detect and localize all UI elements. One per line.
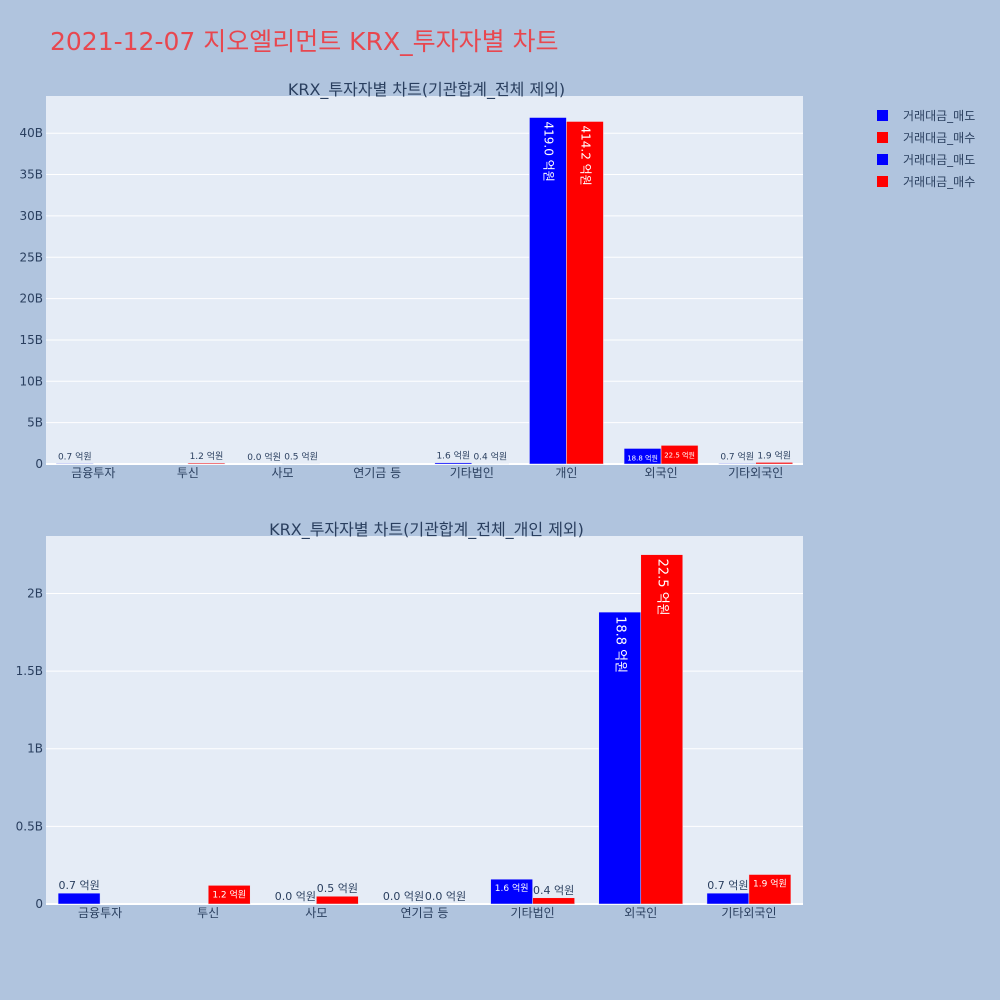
data-label: 414.2 억원 bbox=[578, 125, 592, 185]
bar bbox=[640, 554, 684, 905]
y-tick-label: 10B bbox=[19, 374, 43, 388]
chart-title: KRX_투자자별 차트(기관합계_전체 제외) bbox=[288, 80, 565, 100]
bar bbox=[56, 463, 94, 465]
data-label: 0.5 억원 bbox=[284, 451, 318, 463]
y-tick-label: 0 bbox=[35, 897, 43, 911]
x-tick-label: 기타법인 bbox=[450, 466, 494, 480]
y-tick-label: 0 bbox=[35, 457, 43, 471]
bar bbox=[529, 117, 567, 465]
x-tick-label: 외국인 bbox=[624, 906, 657, 920]
data-label: 0.4 억원 bbox=[533, 884, 574, 897]
bar bbox=[490, 878, 533, 905]
bar bbox=[207, 885, 251, 905]
chart-2: KRX_투자자별 차트(기관합계_전체_개인 제외) 0 0.5B 1B 1.5B 2B 금… bbox=[16, 520, 803, 920]
y-tick-label: 25B bbox=[19, 250, 43, 264]
x-tick-label: 투신 bbox=[177, 466, 199, 480]
data-label: 18.8 억원 bbox=[612, 616, 627, 673]
data-label: 0.0 억원 bbox=[383, 890, 424, 903]
bar bbox=[187, 462, 226, 465]
chart-title: KRX_투자자별 차트(기관합계_전체_개인 제외) bbox=[269, 520, 584, 540]
chart-1: KRX_투자자별 차트(기관합계_전체 제외) 0 5B 10B 15B 20B 25B 30… bbox=[19, 80, 803, 480]
legend-label: 거래대금_매수 bbox=[903, 131, 975, 145]
data-label: 0.0 억원 bbox=[247, 451, 281, 463]
x-tick-label: 기타외국인 bbox=[728, 466, 783, 480]
data-label: 1.9 억원 bbox=[757, 449, 791, 461]
legend-swatch bbox=[877, 110, 888, 121]
x-tick-label: 기타법인 bbox=[511, 906, 555, 920]
data-label: 0.5 억원 bbox=[317, 882, 358, 895]
y-tick-label: 40B bbox=[19, 126, 43, 140]
data-label: 0.7 억원 bbox=[707, 879, 748, 892]
x-tick-label: 투신 bbox=[197, 906, 219, 920]
y-tick-label: 1.5B bbox=[16, 664, 43, 678]
y-tick-label: 35B bbox=[19, 168, 43, 182]
data-label: 1.2 억원 bbox=[190, 450, 224, 462]
data-label: 18.8 억원 bbox=[627, 453, 658, 462]
data-label: 1.2 억원 bbox=[212, 888, 246, 900]
data-label: 419.0 억원 bbox=[541, 122, 555, 182]
bar bbox=[748, 874, 792, 905]
bar bbox=[434, 462, 473, 465]
x-tick-label: 기타외국인 bbox=[721, 906, 776, 920]
bar bbox=[566, 121, 604, 465]
page-title: 2021-12-07 지오엘리먼트 KRX_투자자별 차트 bbox=[50, 27, 559, 56]
data-label: 0.0 억원 bbox=[425, 890, 466, 903]
y-tick-label: 15B bbox=[19, 333, 43, 347]
bar bbox=[718, 463, 756, 465]
bar bbox=[316, 895, 359, 905]
y-tick-label: 1B bbox=[27, 742, 43, 756]
x-tick-label: 금융투자 bbox=[71, 466, 115, 480]
bar bbox=[598, 611, 642, 905]
x-tick-label: 연기금 등 bbox=[401, 906, 449, 920]
y-tick-label: 20B bbox=[19, 292, 43, 306]
data-label: 0.0 억원 bbox=[275, 890, 316, 903]
legend-swatch bbox=[877, 176, 888, 187]
bar bbox=[532, 897, 575, 905]
data-label: 1.9 억원 bbox=[753, 877, 787, 889]
data-label: 0.7 억원 bbox=[58, 450, 92, 462]
bar bbox=[755, 462, 793, 465]
plot-area bbox=[46, 96, 803, 464]
bar bbox=[706, 892, 750, 905]
data-label: 0.7 억원 bbox=[58, 879, 99, 892]
x-tick-label: 외국인 bbox=[645, 466, 678, 480]
bar bbox=[57, 892, 101, 905]
legend-swatch bbox=[877, 154, 888, 165]
data-label: 22.5 억원 bbox=[664, 450, 695, 459]
x-tick-label: 사모 bbox=[305, 906, 327, 920]
legend-label: 거래대금_매도 bbox=[903, 153, 975, 167]
legend-label: 거래대금_매도 bbox=[903, 109, 975, 123]
plot-area bbox=[46, 536, 803, 904]
x-tick-label: 금융투자 bbox=[78, 906, 122, 920]
y-tick-label: 30B bbox=[19, 209, 43, 223]
data-label: 1.6 억원 bbox=[436, 450, 470, 462]
legend-label: 거래대금_매수 bbox=[903, 175, 975, 189]
legend-swatch bbox=[877, 132, 888, 143]
x-tick-label: 연기금 등 bbox=[353, 466, 401, 480]
x-tick-label: 사모 bbox=[272, 466, 294, 480]
data-label: 1.6 억원 bbox=[495, 882, 529, 894]
x-tick-label: 개인 bbox=[555, 466, 577, 480]
data-label: 0.7 억원 bbox=[720, 450, 754, 462]
y-tick-label: 2B bbox=[27, 586, 43, 600]
data-label: 0.4 억원 bbox=[473, 451, 507, 463]
y-tick-label: 5B bbox=[27, 416, 43, 430]
bar bbox=[660, 445, 699, 465]
data-label: 22.5 억원 bbox=[654, 559, 669, 616]
y-tick-label: 0.5B bbox=[16, 819, 43, 833]
